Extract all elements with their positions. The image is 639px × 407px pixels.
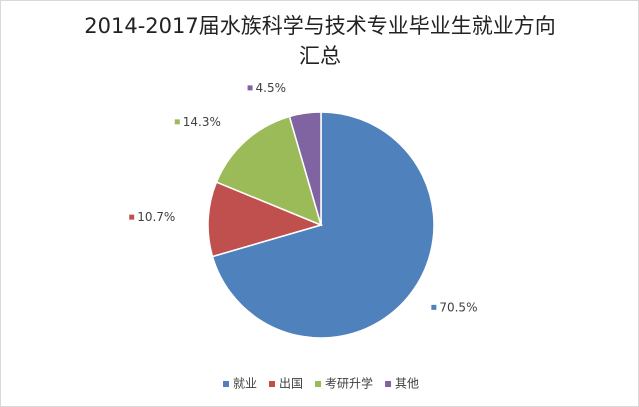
pie-slice	[207, 181, 324, 258]
legend-label: 就业	[233, 377, 257, 391]
pie-slice	[215, 115, 323, 227]
legend-marker	[315, 381, 322, 387]
legend-marker	[385, 381, 392, 387]
label-marker	[431, 304, 437, 310]
chart-title: 2014-2017届水族科学与技术专业毕业生就业方向汇总	[84, 14, 556, 68]
label-marker	[129, 214, 135, 220]
pie-slice	[288, 111, 322, 226]
label-marker	[247, 85, 253, 91]
data-label: 14.3%	[183, 115, 221, 129]
pie-slice	[211, 111, 435, 339]
data-label: 70.5%	[439, 300, 477, 314]
data-label: 4.5%	[256, 81, 287, 95]
label-marker	[174, 119, 180, 125]
legend-label: 其他	[395, 377, 419, 391]
legend-marker	[269, 381, 276, 387]
data-label: 10.7%	[137, 210, 175, 224]
legend-label: 考研升学	[325, 376, 373, 391]
legend-marker	[223, 381, 229, 387]
legend-label: 出国	[279, 377, 303, 391]
